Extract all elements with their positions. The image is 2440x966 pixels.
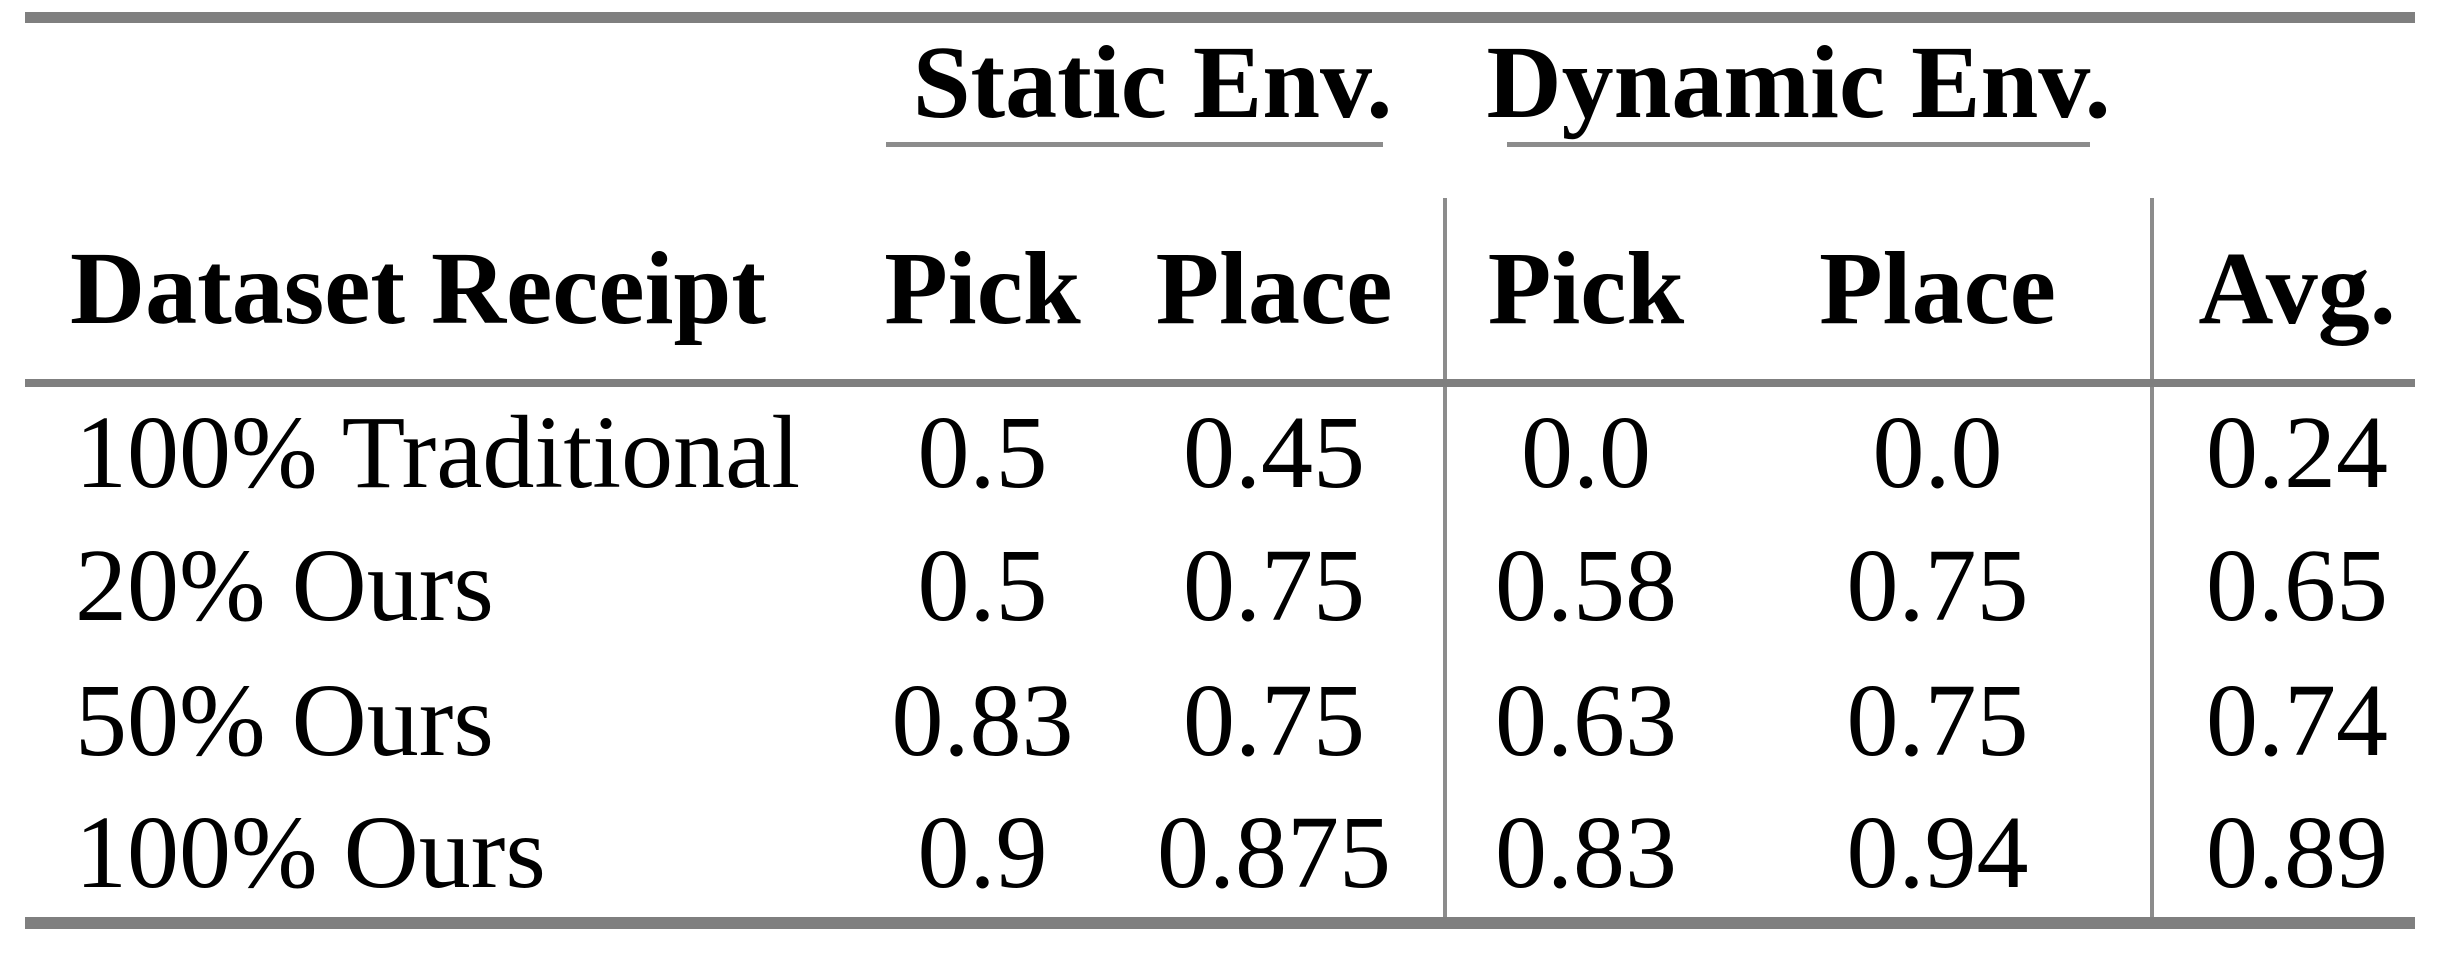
cell-dynamic-place: 0.75 xyxy=(1846,662,2029,778)
table-row-50-ours: 50% Ours 0.83 0.75 0.63 0.75 0.74 xyxy=(25,652,2416,788)
cell-dynamic-pick: 0.83 xyxy=(1443,787,1726,923)
cell-static-pick: 0.83 xyxy=(891,662,1074,778)
corner-spacer xyxy=(25,18,860,198)
cell-static-place: 0.45 xyxy=(1105,378,1446,518)
column-header-row: Dataset Receipt Pick Place Pick Place Av… xyxy=(25,197,2416,383)
table-row-100-ours: 100% Ours 0.9 0.875 0.83 0.94 0.89 xyxy=(25,787,2416,923)
col-header-dynamic-pick: Pick xyxy=(1443,197,1726,383)
row-label: 100% Ours xyxy=(75,794,546,910)
cell-static-place: 0.75 xyxy=(1183,662,1365,778)
cell-static-pick: 0.9 xyxy=(917,794,1048,910)
cell-dynamic-place: 0.75 xyxy=(1846,527,2029,643)
pick-place-results-table: Static Env. Dynamic Env. Dataset Receipt… xyxy=(25,12,2416,929)
cell-static-place: 0.875 xyxy=(1157,794,1391,910)
col-header-dynamic-place: Place xyxy=(1819,230,2056,346)
row-label: 20% Ours xyxy=(75,527,494,643)
group-header-row: Static Env. Dynamic Env. xyxy=(25,18,2415,198)
cell-static-pick: 0.5 xyxy=(917,527,1048,643)
col-header-avg: Avg. xyxy=(2150,197,2416,383)
cell-dynamic-place: 0.0 xyxy=(1725,378,2153,518)
col-header-static-place: Place xyxy=(1155,230,1393,346)
cell-dynamic-place: 0.94 xyxy=(1846,794,2029,910)
cell-static-pick: 0.5 xyxy=(860,378,1105,518)
table-row-100-traditional: 100% Traditional 0.5 0.45 0.0 0.0 0.24 xyxy=(25,378,2416,518)
group-header-dynamic-env-cell: Dynamic Env. xyxy=(1445,18,2152,198)
dynamic-env-underline-rule xyxy=(1507,142,2091,147)
cell-avg: 0.24 xyxy=(2150,378,2416,518)
cell-dynamic-pick: 0.58 xyxy=(1443,517,1726,653)
cell-static-place: 0.75 xyxy=(1183,527,1365,643)
table-row-20-ours: 20% Ours 0.5 0.75 0.58 0.75 0.65 xyxy=(25,517,2416,653)
cell-dynamic-pick: 0.63 xyxy=(1443,652,1726,788)
cell-avg: 0.89 xyxy=(2150,787,2416,923)
group-header-static-env: Static Env. xyxy=(912,25,1393,140)
cell-avg: 0.65 xyxy=(2150,517,2416,653)
col-header-static-pick: Pick xyxy=(884,230,1081,346)
row-label: 50% Ours xyxy=(75,662,494,778)
row-label: 100% Traditional xyxy=(25,378,860,518)
group-header-static-env-cell: Static Env. xyxy=(860,18,1445,198)
group-header-dynamic-env: Dynamic Env. xyxy=(1486,25,2111,140)
static-env-underline-rule xyxy=(886,142,1384,147)
cell-avg: 0.74 xyxy=(2150,652,2416,788)
cell-dynamic-pick: 0.0 xyxy=(1443,378,1726,518)
col-header-dataset-receipt: Dataset Receipt xyxy=(70,230,766,346)
avg-spacer xyxy=(2152,18,2415,198)
